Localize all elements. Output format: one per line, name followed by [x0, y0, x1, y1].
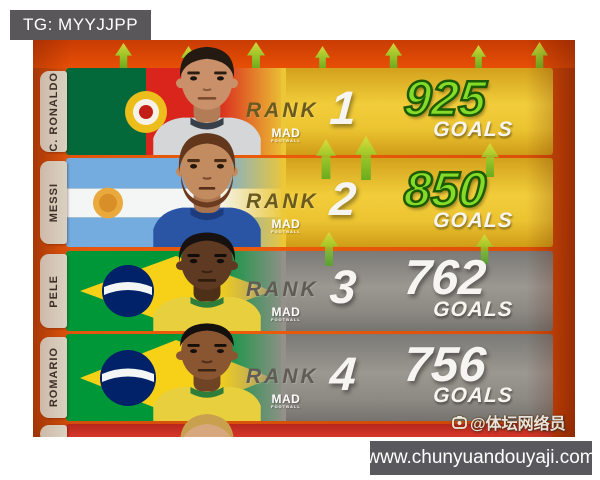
player-name-tab: ROMARIO — [40, 337, 67, 418]
player-name-tab: C. RONALDO — [40, 71, 67, 152]
weibo-icon — [452, 415, 467, 429]
tg-banner: TG: MYYJJPP — [10, 10, 152, 40]
poster-top-band — [33, 40, 575, 68]
mad-football-logo: MAD FOOTBALL — [271, 216, 301, 234]
goals-label: GOALS — [432, 209, 514, 233]
goals-value: 756 — [402, 337, 488, 392]
goals-block: 762 GOALS — [365, 251, 525, 322]
up-arrow-icon — [531, 42, 548, 68]
rank-label: RANK — [246, 364, 319, 388]
player-name-tab — [40, 425, 67, 437]
player-name: C. RONALDO — [47, 71, 60, 152]
rank-row-4: ROMARIO RANK MAD FOOTBALL 4 756 GOALS — [33, 334, 575, 421]
up-arrow-icon — [115, 43, 132, 68]
mad-football-logo: MAD FOOTBALL — [271, 305, 301, 322]
player-name-tab: PELE — [40, 254, 67, 328]
rank-label: RANK — [246, 98, 319, 122]
goals-label: GOALS — [432, 384, 514, 408]
goals-block: 756 GOALS — [365, 337, 525, 409]
messi-photo — [145, 128, 269, 247]
rank-number: 3 — [328, 260, 358, 313]
goals-label: GOALS — [432, 297, 514, 321]
up-arrow-icon — [315, 46, 330, 68]
goals-block: 925 GOALS — [365, 70, 525, 143]
rank-label: RANK — [246, 189, 319, 213]
mad-football-logo: MAD FOOTBALL — [271, 391, 301, 409]
watermark-text: @体坛网络员 — [470, 416, 566, 433]
rank-label: RANK — [246, 278, 319, 301]
goals-value: 925 — [401, 70, 489, 127]
up-arrow-icon — [385, 43, 402, 68]
rank-number: 2 — [328, 171, 358, 225]
player-name: MESSI — [47, 182, 60, 223]
goals-block: 850 GOALS — [365, 161, 525, 234]
watermark: @体坛网络员 — [452, 410, 566, 434]
rank-row-1: C. RONALDO RANK MAD FOOTBALL 1 925 GOALS — [33, 68, 575, 155]
ranking-poster: C. RONALDO RANK MAD FOOTBALL 1 925 GOALS — [33, 40, 575, 437]
player-name: PELE — [47, 274, 60, 308]
player-name: ROMARIO — [47, 347, 60, 408]
rank-number: 4 — [328, 346, 358, 400]
goals-label: GOALS — [432, 118, 514, 142]
next-player-photo-partial — [145, 407, 269, 437]
goals-value: 850 — [401, 161, 489, 218]
up-arrow-icon — [471, 45, 486, 68]
site-url: www.chunyuandouyaji.com — [366, 447, 596, 468]
pele-photo — [145, 228, 269, 331]
site-banner: www.chunyuandouyaji.com — [366, 441, 596, 475]
player-name-tab: MESSI — [40, 161, 67, 244]
romario-photo — [145, 318, 269, 421]
rank-panel — [66, 251, 553, 331]
goals-value: 762 — [402, 251, 488, 305]
rank-row-3: PELE RANK MAD FOOTBALL 3 762 GOALS — [33, 251, 575, 331]
rank-row-2: MESSI RANK MAD FOOTBALL 2 850 GOALS — [33, 158, 575, 247]
rank-number: 1 — [328, 80, 358, 134]
mad-football-logo: MAD FOOTBALL — [271, 125, 301, 143]
